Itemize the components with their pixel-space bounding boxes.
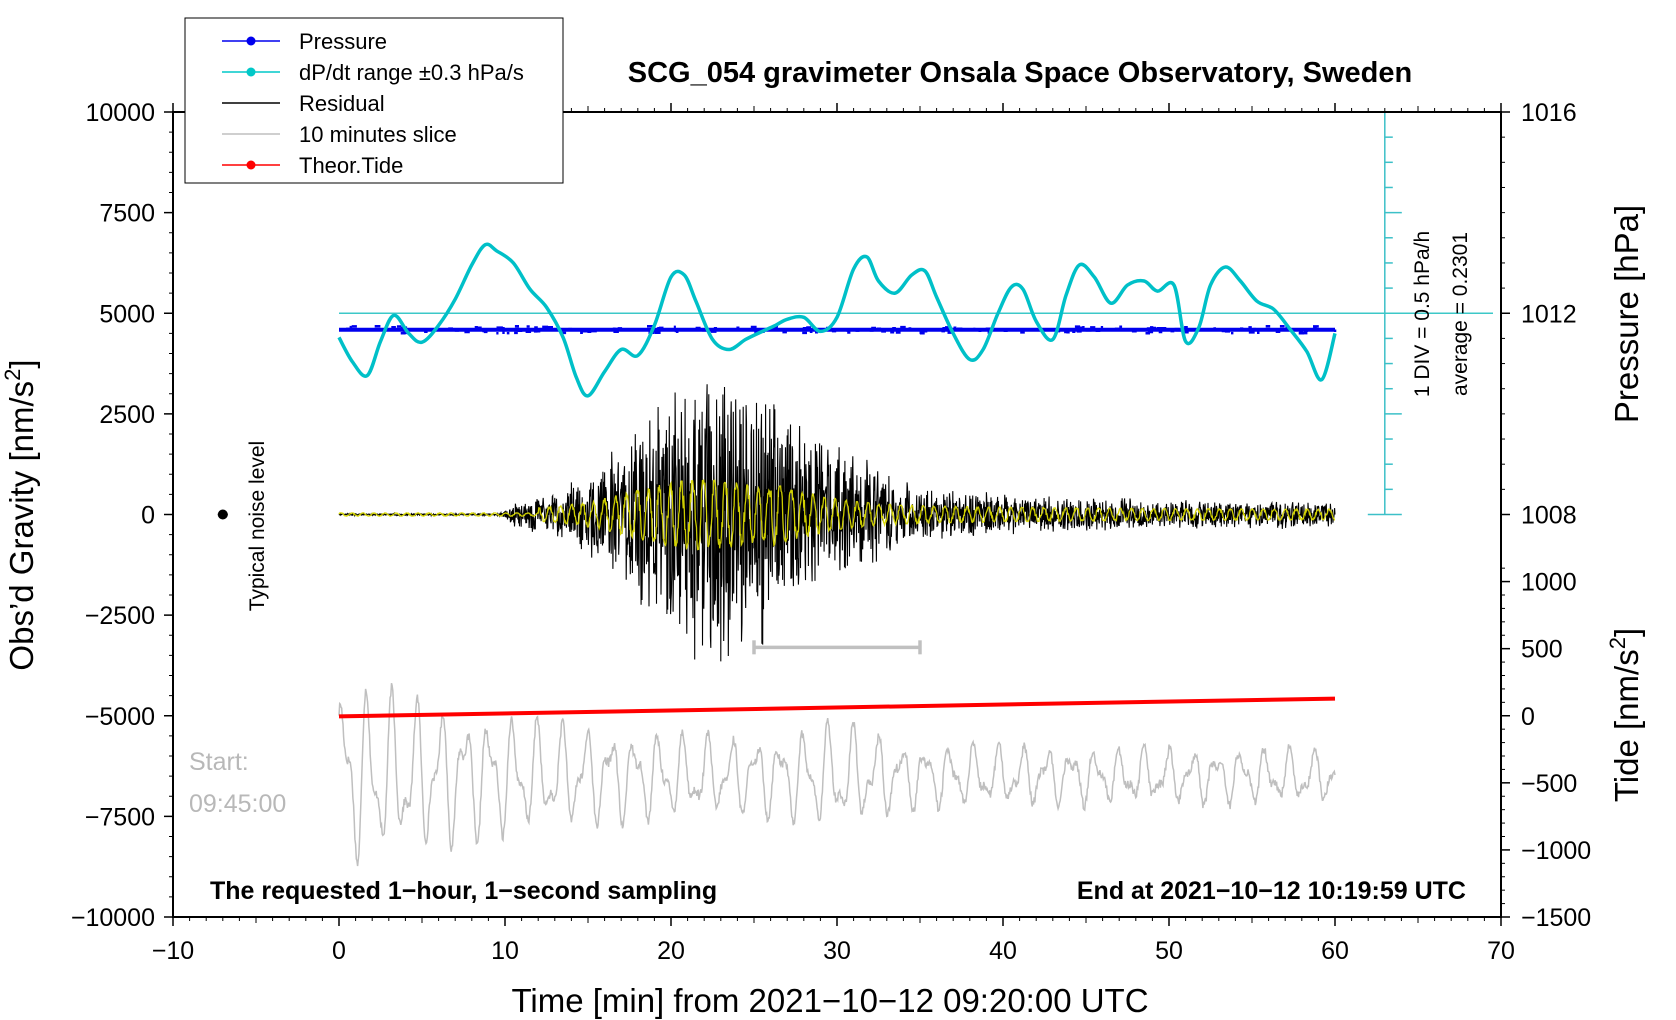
pressure-tick-label: 1008 <box>1521 502 1577 530</box>
x-tick-label: −10 <box>152 937 194 965</box>
y-axis-title-pressure: Pressure [hPa] <box>1608 205 1645 423</box>
x-tick-label: 50 <box>1155 937 1183 965</box>
slice-start-time: 09:45:00 <box>189 790 286 818</box>
legend-label: Theor.Tide <box>299 153 403 178</box>
filtered-residual-line <box>338 479 1336 551</box>
y-left-tick-label: 0 <box>141 502 155 530</box>
x-tick-label: 10 <box>491 937 519 965</box>
y-left-tick-label: 10000 <box>85 99 155 127</box>
tide-tick-label: 0 <box>1521 703 1535 731</box>
dpdt-average-label: average = 0.2301 <box>1449 232 1472 396</box>
x-axis-title: Time [min] from 2021−10−12 09:20:00 UTC <box>511 982 1148 1019</box>
legend-entries: Pressure dP/dt range ±0.3 hPa/s Residual 10… <box>222 29 524 178</box>
x-tick-label: 30 <box>823 937 851 965</box>
y-left-tick-label: 7500 <box>99 200 155 228</box>
y-axis-title-tide: Tide [nm/s2] <box>1605 628 1645 802</box>
gravity-label-end: ] <box>3 359 40 368</box>
tide-tick-label: −1500 <box>1521 904 1591 932</box>
pressure-tick-label: 1016 <box>1521 99 1577 127</box>
tide-tick-label: 500 <box>1521 636 1563 664</box>
tide-label-main: Tide [nm/s <box>1608 649 1645 802</box>
tide-label-sup: 2 <box>1605 637 1630 649</box>
tide-series-line <box>338 696 1336 719</box>
tide-tick-label: 1000 <box>1521 569 1577 597</box>
y-left-tick-label: −5000 <box>85 703 155 731</box>
chart-title: SCG_054 gravimeter Onsala Space Observat… <box>628 57 1412 89</box>
data-layer <box>217 111 1493 867</box>
x-tick-label: 40 <box>989 937 1017 965</box>
gravity-label-main: Obs’d Gravity [nm/s <box>3 381 40 671</box>
x-tick-label: 20 <box>657 937 685 965</box>
y-left-tick-label: 2500 <box>99 401 155 429</box>
x-tick-label: 70 <box>1487 937 1515 965</box>
tide-tick-label: −500 <box>1521 770 1577 798</box>
legend-label: Pressure <box>299 29 387 54</box>
end-time-note: End at 2021−10−12 10:19:59 UTC <box>1077 877 1466 905</box>
y-left-tick-label: −7500 <box>85 803 155 831</box>
legend-box <box>184 17 564 184</box>
legend-marker <box>246 67 256 77</box>
legend-marker <box>246 36 256 46</box>
dpdt-series-line <box>337 242 1337 398</box>
tide-label-end: ] <box>1608 628 1645 637</box>
y-axis-title-gravity: Obs’d Gravity [nm/s2] <box>0 359 40 670</box>
sampling-note: The requested 1−hour, 1−second sampling <box>210 877 717 905</box>
legend-label: Residual <box>299 91 385 116</box>
gravity-label-sup: 2 <box>0 369 25 381</box>
y-left-tick-label: −10000 <box>71 904 155 932</box>
axes-layer: −10 0 10 20 30 40 50 60 70−10000−7500−5000−25000… <box>71 99 1591 965</box>
legend-label: dP/dt range ±0.3 hPa/s <box>299 60 524 85</box>
residual-series-line <box>338 384 1336 662</box>
legend-label: 10 minutes slice <box>299 122 457 147</box>
legend-marker <box>246 160 256 170</box>
tide-tick-label: −1000 <box>1521 837 1591 865</box>
y-left-tick-label: −2500 <box>85 602 155 630</box>
pressure-tick-label: 1012 <box>1521 300 1577 328</box>
y-left-tick-label: 5000 <box>99 300 155 328</box>
slice-series-line <box>338 683 1336 867</box>
noise-level-label: Typical noise level <box>246 441 269 611</box>
pressure-jitter <box>341 325 1337 335</box>
slice-start-label: Start: <box>189 748 249 776</box>
x-tick-label: 0 <box>332 937 346 965</box>
dpdt-div-label: 1 DIV = 0.5 hPa/h <box>1411 231 1434 397</box>
x-tick-label: 60 <box>1321 937 1349 965</box>
legend: Pressure dP/dt range ±0.3 hPa/s Residual 10… <box>184 17 564 184</box>
